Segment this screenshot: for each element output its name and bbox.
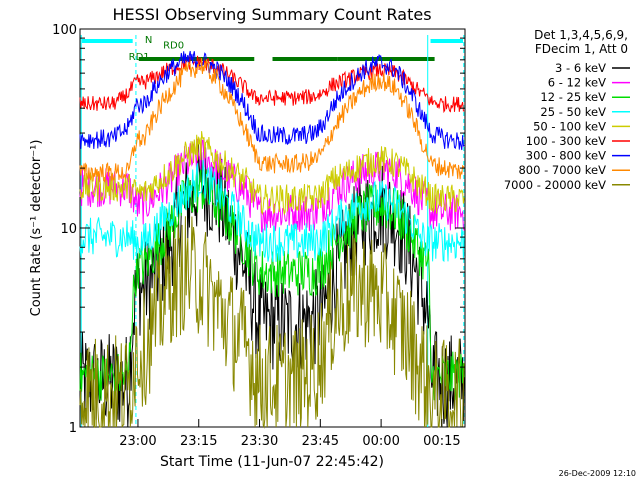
y-axis-label: Count Rate (s⁻¹ detector⁻¹) [29, 140, 44, 317]
legend-label-3: 25 - 50 keV [540, 105, 606, 119]
annotation-rd0: RD0 [163, 40, 184, 51]
series-line-3 [79, 160, 465, 263]
annotations: N RD0 RD1 [129, 35, 184, 63]
date-stamp: 26-Dec-2009 12:10 [559, 469, 636, 478]
legend-label-1: 6 - 12 keV [548, 76, 606, 90]
x-tick-label-0: 23:00 [119, 434, 156, 449]
legend-label-5: 100 - 300 keV [526, 134, 606, 148]
legend-label-4: 50 - 100 keV [533, 119, 606, 133]
x-tick-label-4: 00:00 [362, 434, 399, 449]
series-layer [79, 50, 465, 429]
x-tick-label-1: 23:15 [180, 434, 217, 449]
legend-label-2: 12 - 25 keV [540, 90, 606, 104]
y-tick-label-0: 1 [69, 421, 77, 436]
legend-label-0: 3 - 6 keV [555, 61, 606, 75]
x-tick-label-2: 23:30 [241, 434, 278, 449]
series-line-2 [79, 169, 465, 401]
annotation-n: N [145, 35, 152, 46]
legend-label-6: 300 - 800 keV [526, 149, 606, 163]
y-tick-label-2: 100 [52, 23, 77, 38]
series-line-4 [79, 131, 465, 216]
series-line-1 [79, 138, 465, 233]
legend-header-line-1: Det 1,3,4,5,6,9, [534, 28, 628, 42]
x-axis-label: Start Time (11-Jun-07 22:45:42) [160, 454, 384, 470]
series-line-7 [79, 58, 465, 183]
annotation-rd1: RD1 [129, 52, 150, 63]
legend-label-8: 7000 - 20000 keV [504, 178, 606, 192]
y-tick-label-1: 10 [60, 222, 77, 237]
legend-header-line-2: FDecim 1, Att 0 [535, 42, 628, 56]
series-line-5 [79, 55, 465, 114]
x-tick-label-5: 00:15 [423, 434, 460, 449]
y-axis: 1 10 100 [52, 23, 465, 436]
series-line-6 [79, 50, 465, 151]
x-tick-label-3: 23:45 [302, 434, 339, 449]
x-axis: 23:00 23:15 23:30 23:45 00:00 00:15 [119, 419, 461, 449]
chart-title: HESSI Observing Summary Count Rates [112, 5, 431, 24]
legend-label-7: 800 - 7000 keV [518, 163, 606, 177]
legend: Det 1,3,4,5,6,9, FDecim 1, Att 0 3 - 6 k… [504, 28, 630, 192]
series-line-8 [79, 216, 465, 429]
